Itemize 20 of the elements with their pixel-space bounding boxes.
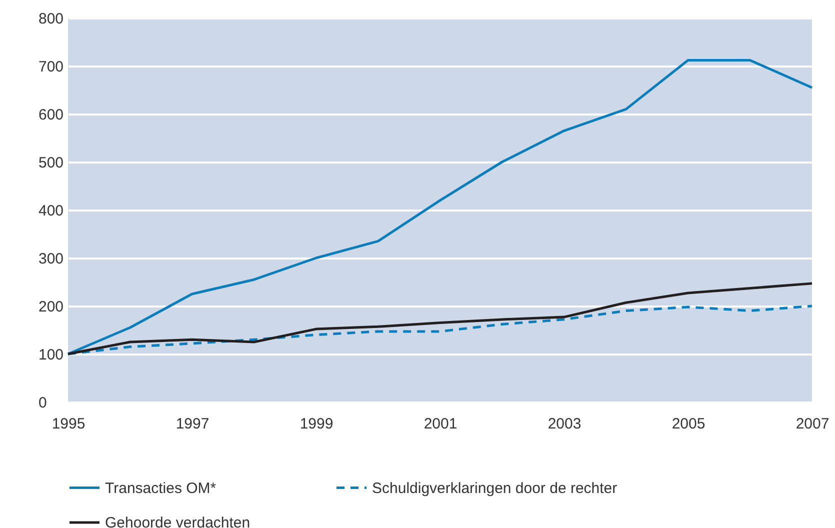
y-tick-label: 800 <box>38 10 64 28</box>
y-tick-label: 100 <box>38 346 64 364</box>
x-tick-label: 2007 <box>796 416 830 432</box>
x-tick-label: 2001 <box>424 416 458 432</box>
legend-label: Schuldigverklaringen door de rechter <box>372 480 618 497</box>
x-tick-label: 1997 <box>176 416 210 432</box>
x-tick-label: 1995 <box>52 416 86 432</box>
x-tick-label: 2005 <box>672 416 706 432</box>
legend-label: Gehoorde verdachten <box>105 514 250 528</box>
y-tick-label: 200 <box>38 298 64 316</box>
line-series <box>66 282 814 356</box>
y-tick-label: 700 <box>38 58 64 76</box>
x-tick-label: 2003 <box>548 416 582 432</box>
y-tick-label: 500 <box>38 154 64 172</box>
legend-label: Transacties OM* <box>105 480 216 497</box>
y-tick-label: 600 <box>38 106 64 124</box>
y-tick-label: 400 <box>38 202 64 220</box>
y-tick-label: 0 <box>38 394 47 412</box>
y-tick-label: 300 <box>38 250 64 268</box>
x-tick-label: 1999 <box>300 416 334 432</box>
